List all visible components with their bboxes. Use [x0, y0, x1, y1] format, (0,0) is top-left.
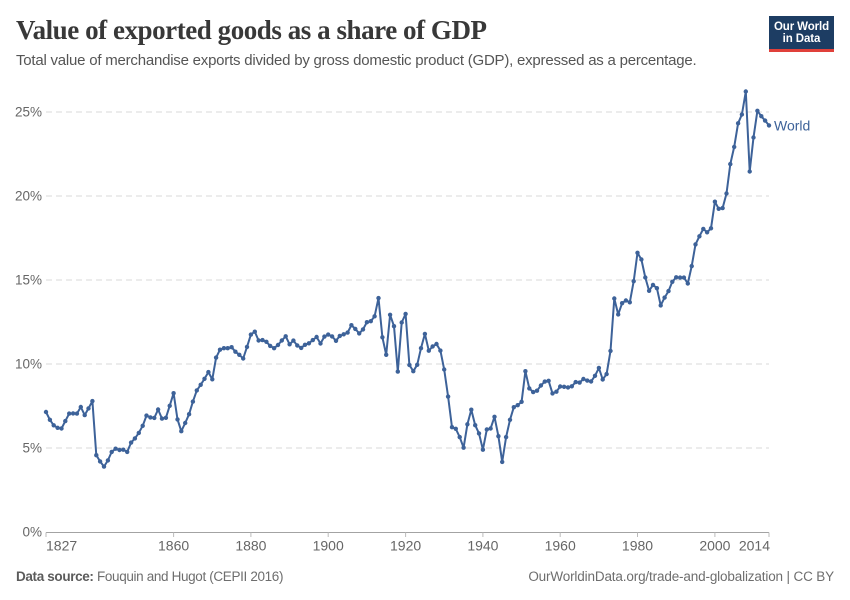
- svg-text:World: World: [774, 118, 810, 134]
- svg-text:15%: 15%: [15, 273, 42, 288]
- svg-text:1827: 1827: [46, 538, 77, 554]
- svg-text:1900: 1900: [313, 538, 344, 554]
- svg-text:2000: 2000: [699, 538, 730, 554]
- svg-text:0%: 0%: [22, 525, 42, 540]
- svg-text:1920: 1920: [390, 538, 421, 554]
- svg-text:5%: 5%: [22, 441, 42, 456]
- svg-text:25%: 25%: [15, 105, 42, 120]
- svg-text:2014: 2014: [739, 538, 770, 554]
- svg-text:1860: 1860: [158, 538, 189, 554]
- svg-text:1940: 1940: [467, 538, 498, 554]
- svg-text:1980: 1980: [622, 538, 653, 554]
- svg-text:20%: 20%: [15, 189, 42, 204]
- svg-text:10%: 10%: [15, 357, 42, 372]
- svg-text:1960: 1960: [545, 538, 576, 554]
- svg-text:1880: 1880: [235, 538, 266, 554]
